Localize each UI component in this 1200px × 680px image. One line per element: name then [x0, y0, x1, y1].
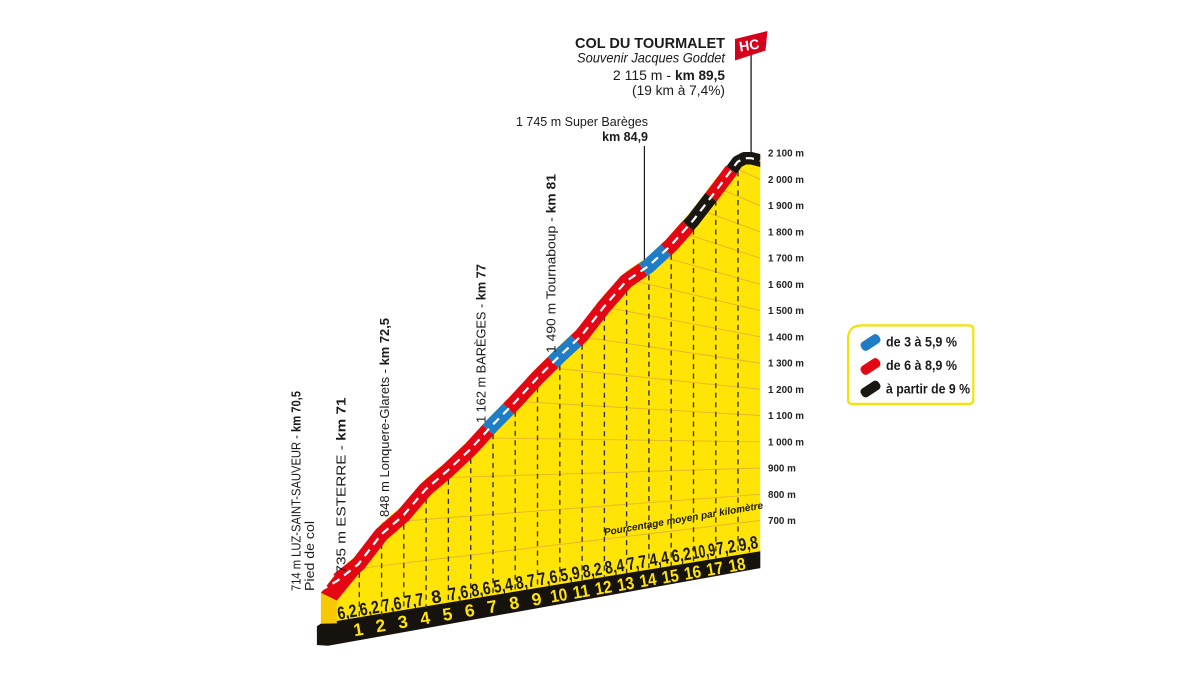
- svg-text:(19 km à 7,4%): (19 km à 7,4%): [632, 83, 725, 98]
- svg-text:de 6 à 8,9 %: de 6 à 8,9 %: [886, 358, 957, 373]
- svg-text:10: 10: [549, 584, 569, 607]
- svg-text:6,2: 6,2: [336, 601, 359, 624]
- svg-text:735 m ESTERRE - km 71: 735 m ESTERRE - km 71: [334, 398, 349, 574]
- svg-text:8: 8: [508, 592, 521, 613]
- svg-text:Souvenir Jacques Goddet: Souvenir Jacques Goddet: [577, 50, 726, 66]
- svg-text:3: 3: [396, 611, 409, 632]
- svg-text:11: 11: [571, 580, 591, 603]
- svg-text:8,6: 8,6: [469, 578, 492, 601]
- svg-text:1: 1: [352, 619, 365, 640]
- svg-text:2 100 m: 2 100 m: [768, 149, 804, 160]
- svg-text:Pied de col: Pied de col: [302, 521, 317, 591]
- svg-text:1 800 m: 1 800 m: [768, 227, 804, 238]
- svg-text:2 000 m: 2 000 m: [768, 175, 804, 186]
- svg-text:1 200 m: 1 200 m: [768, 385, 804, 396]
- svg-text:5,9: 5,9: [559, 563, 582, 586]
- svg-text:1 745 m Super Barèges: 1 745 m Super Barèges: [516, 115, 648, 129]
- svg-text:900 m: 900 m: [768, 464, 796, 475]
- svg-text:HC: HC: [738, 36, 760, 55]
- svg-text:1 400 m: 1 400 m: [768, 332, 804, 343]
- svg-text:7,2: 7,2: [715, 536, 738, 559]
- svg-text:1 100 m: 1 100 m: [768, 411, 804, 422]
- svg-text:714 m LUZ-SAINT-SAUVEUR - km 7: 714 m LUZ-SAINT-SAUVEUR - km 70,5: [289, 391, 304, 591]
- svg-text:848 m Lonquere-Glarets - km 72: 848 m Lonquere-Glarets - km 72,5: [377, 318, 392, 517]
- svg-text:5,4: 5,4: [492, 574, 515, 597]
- svg-text:6,2: 6,2: [670, 544, 693, 567]
- svg-text:7,6: 7,6: [536, 566, 559, 589]
- svg-text:1 300 m: 1 300 m: [768, 359, 804, 370]
- svg-text:2: 2: [374, 615, 387, 636]
- svg-text:5: 5: [441, 604, 454, 625]
- svg-text:8: 8: [430, 586, 443, 607]
- svg-text:700 m: 700 m: [768, 516, 796, 527]
- svg-text:15: 15: [660, 565, 680, 588]
- svg-text:1 700 m: 1 700 m: [768, 254, 804, 265]
- svg-text:1 162 m BARÈGES - km 77: 1 162 m BARÈGES - km 77: [474, 264, 489, 423]
- svg-text:8,2: 8,2: [581, 559, 604, 582]
- svg-text:6: 6: [463, 600, 476, 621]
- svg-text:9: 9: [530, 588, 543, 609]
- svg-text:à partir de 9 %: à partir de 9 %: [886, 382, 970, 397]
- svg-text:12: 12: [593, 576, 613, 599]
- svg-text:16: 16: [682, 561, 702, 584]
- svg-text:18: 18: [727, 554, 747, 577]
- svg-text:1 600 m: 1 600 m: [768, 280, 804, 291]
- svg-text:7,7: 7,7: [625, 551, 648, 574]
- svg-text:7,7: 7,7: [403, 589, 426, 612]
- svg-text:7,6: 7,6: [380, 593, 403, 616]
- svg-text:de 3 à 5,9 %: de 3 à 5,9 %: [886, 335, 957, 350]
- svg-text:14: 14: [638, 569, 658, 592]
- svg-text:800 m: 800 m: [768, 490, 796, 501]
- svg-text:km 84,9: km 84,9: [602, 130, 648, 144]
- svg-text:7: 7: [486, 596, 499, 617]
- svg-text:km 89,5: km 89,5: [675, 67, 725, 83]
- svg-text:7,6: 7,6: [447, 582, 470, 605]
- svg-text:8,7: 8,7: [514, 570, 537, 593]
- svg-text:6,2: 6,2: [358, 597, 381, 620]
- svg-text:13: 13: [616, 573, 636, 596]
- svg-text:4,4: 4,4: [648, 547, 671, 570]
- svg-text:8,4: 8,4: [603, 555, 626, 578]
- svg-text:1 900 m: 1 900 m: [768, 201, 804, 212]
- svg-text:10,9: 10,9: [690, 539, 717, 563]
- svg-text:17: 17: [705, 557, 725, 580]
- svg-text:COL DU TOURMALET: COL DU TOURMALET: [575, 35, 725, 52]
- svg-text:1 500 m: 1 500 m: [768, 306, 804, 317]
- svg-text:4: 4: [419, 607, 432, 628]
- svg-text:1 490 m Tournaboup - km 81: 1 490 m Tournaboup - km 81: [544, 174, 559, 353]
- svg-text:1 000 m: 1 000 m: [768, 437, 804, 448]
- svg-text:2 115 m -: 2 115 m -: [613, 67, 671, 83]
- svg-text:9,8: 9,8: [737, 532, 760, 555]
